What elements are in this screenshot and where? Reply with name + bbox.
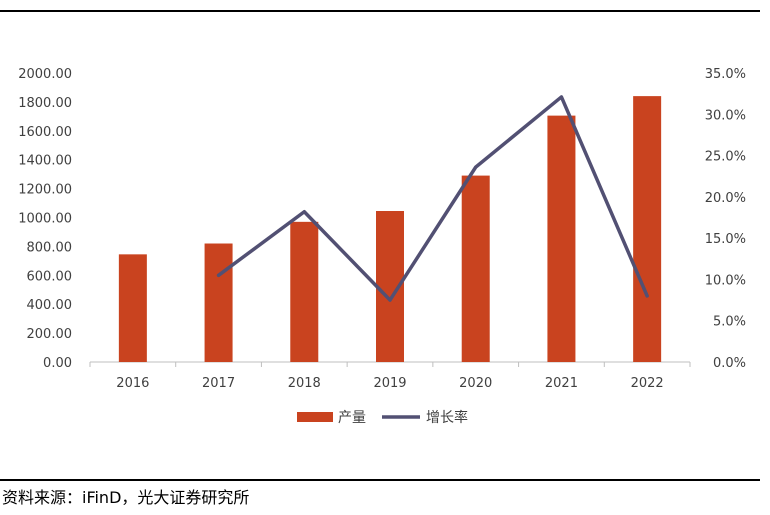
bar-2022 bbox=[633, 96, 662, 363]
y-right-tick-label: 20.0% bbox=[705, 191, 746, 206]
y-left-tick-label: 2000.00 bbox=[18, 67, 72, 82]
bar-2017 bbox=[204, 243, 233, 362]
y-left-tick-label: 1200.00 bbox=[18, 183, 72, 198]
x-tick-label: 2018 bbox=[288, 376, 321, 391]
legend-swatch-output bbox=[297, 412, 333, 422]
top-rule bbox=[0, 10, 760, 12]
growth-rate-point-2018 bbox=[302, 210, 306, 214]
bar-2021 bbox=[547, 115, 576, 362]
x-tick-label: 2020 bbox=[459, 376, 492, 391]
y-right-tick-label: 25.0% bbox=[705, 150, 746, 165]
y-right-tick-label: 35.0% bbox=[705, 67, 746, 82]
growth-rate-point-2021 bbox=[559, 95, 563, 99]
y-left-tick-label: 800.00 bbox=[27, 240, 73, 255]
y-right-tick-label: 15.0% bbox=[705, 232, 746, 247]
x-tick-label: 2017 bbox=[202, 376, 235, 391]
growth-rate-line bbox=[216, 95, 649, 302]
growth-rate-point-2017 bbox=[217, 273, 221, 277]
chart-svg: 0.00 200.00 400.00 600.00 800.00 1000.00 1200.… bbox=[18, 67, 746, 426]
growth-rate-point-2020 bbox=[474, 165, 478, 169]
y-left-tick-label: 600.00 bbox=[27, 269, 73, 284]
y-left-tick-label: 1600.00 bbox=[18, 125, 72, 140]
y-right-tick-label: 5.0% bbox=[713, 315, 746, 330]
bar-2018 bbox=[290, 221, 319, 362]
x-tick-label: 2019 bbox=[373, 376, 406, 391]
y-left-tick-label: 400.00 bbox=[27, 298, 73, 313]
y-left-tick-label: 1800.00 bbox=[18, 96, 72, 111]
bar-2020 bbox=[461, 175, 490, 362]
bar-2016 bbox=[118, 254, 147, 362]
x-tick-label: 2016 bbox=[116, 376, 149, 391]
y-left-tick-label: 0.00 bbox=[43, 356, 72, 371]
y-left-tick-label: 200.00 bbox=[27, 327, 73, 342]
source-note: 资料来源：iFinD，光大证券研究所 bbox=[2, 488, 250, 507]
legend-label-output: 产量 bbox=[338, 410, 366, 426]
bottom-rule bbox=[0, 479, 760, 481]
y-right-tick-label: 30.0% bbox=[705, 108, 746, 123]
x-tick-label: 2022 bbox=[631, 376, 664, 391]
y-left-tick-label: 1400.00 bbox=[18, 154, 72, 169]
y-right-tick-label: 10.0% bbox=[705, 273, 746, 288]
y-right-tick-label: 0.0% bbox=[713, 356, 746, 371]
growth-rate-point-2019 bbox=[388, 298, 392, 302]
growth-rate-point-2022 bbox=[645, 294, 649, 298]
legend-label-growth-rate: 增长率 bbox=[426, 409, 468, 426]
y-left-tick-label: 1000.00 bbox=[18, 212, 72, 227]
x-tick-label: 2021 bbox=[545, 376, 578, 391]
